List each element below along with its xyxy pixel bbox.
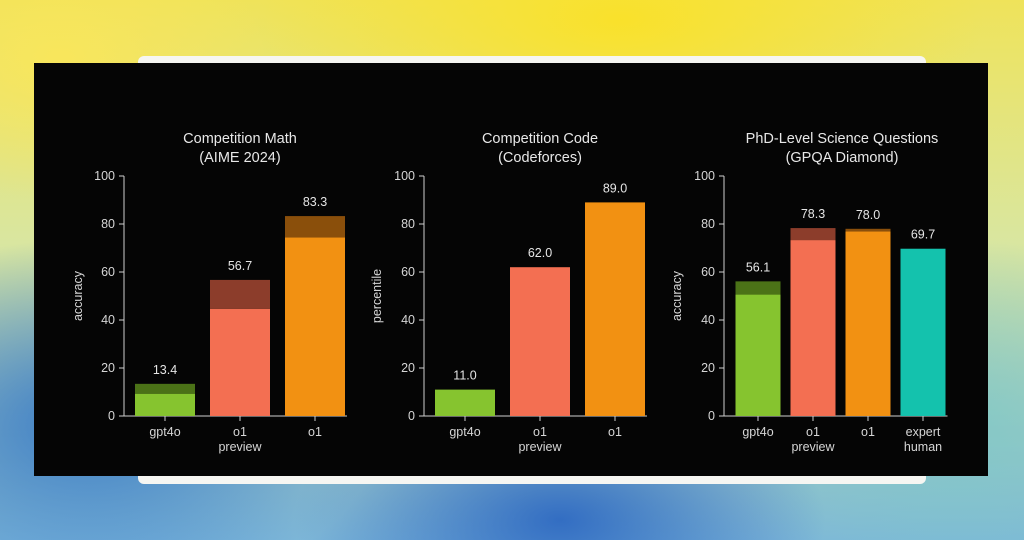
bar-top-segment [790,228,836,241]
y-tick-label: 80 [701,217,715,231]
data-label: 69.7 [911,228,935,242]
chart-subtitle: (AIME 2024) [199,150,280,166]
bar [790,240,836,416]
bar [845,231,891,416]
data-label: 78.3 [801,207,825,221]
data-label: 83.3 [303,195,327,209]
y-tick-label: 60 [401,265,415,279]
chart-title: Competition Math [183,131,297,147]
chart-title: Competition Code [482,131,598,147]
x-tick-label: o1 [233,425,247,439]
bar [135,393,195,416]
x-tick-label: preview [791,440,835,454]
bar-top-segment [210,279,270,309]
x-tick-label: human [904,440,942,454]
x-tick-label: o1 [861,425,875,439]
y-tick-label: 0 [108,409,115,423]
x-tick-label: o1 [806,425,820,439]
data-label: 56.1 [746,260,770,274]
chart-subtitle: (GPQA Diamond) [786,150,899,166]
x-tick-label: o1 [308,425,322,439]
y-tick-label: 80 [401,217,415,231]
y-tick-label: 40 [701,313,715,327]
x-tick-label: gpt4o [742,425,773,439]
data-label: 62.0 [528,246,552,260]
bar-top-segment [735,281,781,295]
data-label: 13.4 [153,363,177,377]
bar-top-segment [845,228,891,232]
y-tick-label: 0 [408,409,415,423]
data-label: 56.7 [228,259,252,273]
data-label: 78.0 [856,208,880,222]
x-tick-label: o1 [608,425,622,439]
y-tick-label: 20 [101,361,115,375]
y-axis-label: percentile [370,269,384,323]
x-tick-label: o1 [533,425,547,439]
y-tick-label: 40 [401,313,415,327]
x-tick-label: gpt4o [449,425,480,439]
bar [285,237,345,416]
y-tick-label: 100 [694,169,715,183]
y-tick-label: 80 [101,217,115,231]
data-label: 89.0 [603,181,627,195]
y-tick-label: 100 [394,169,415,183]
x-tick-label: preview [218,440,262,454]
data-label: 11.0 [453,369,476,383]
y-tick-label: 0 [708,409,715,423]
y-tick-label: 60 [101,265,115,279]
bar [435,389,495,416]
chart-title: PhD-Level Science Questions [746,131,939,147]
x-tick-label: expert [906,425,941,439]
bar [510,267,570,416]
chart-subtitle: (Codeforces) [498,150,582,166]
bar [210,308,270,416]
y-tick-label: 60 [701,265,715,279]
bar [900,248,946,416]
y-tick-label: 20 [401,361,415,375]
bar [735,294,781,416]
y-tick-label: 100 [94,169,115,183]
bar [585,202,645,416]
bar-top-segment [285,216,345,238]
y-axis-label: accuracy [670,270,684,321]
x-tick-label: preview [518,440,562,454]
y-tick-label: 40 [101,313,115,327]
y-axis-label: accuracy [71,270,85,321]
bar-top-segment [135,383,195,394]
x-tick-label: gpt4o [149,425,180,439]
y-tick-label: 20 [701,361,715,375]
